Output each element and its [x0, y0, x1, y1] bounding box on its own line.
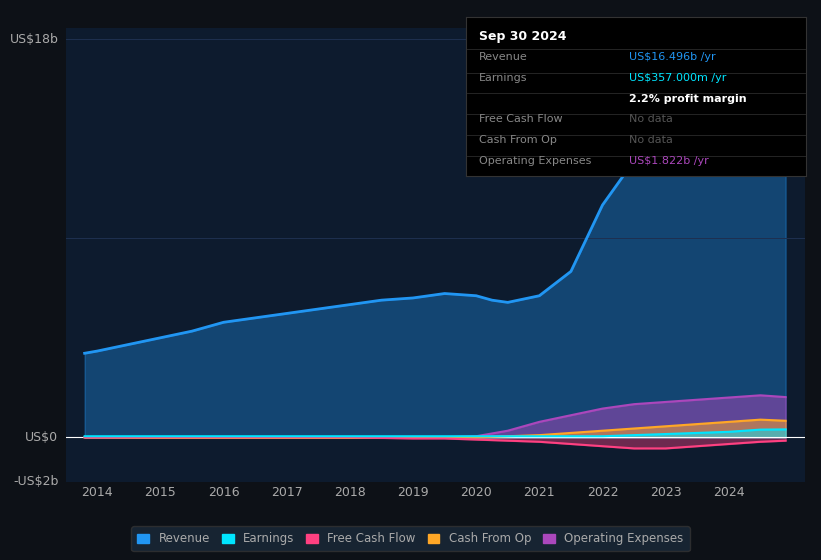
Legend: Revenue, Earnings, Free Cash Flow, Cash From Op, Operating Expenses: Revenue, Earnings, Free Cash Flow, Cash …: [131, 526, 690, 551]
Text: Earnings: Earnings: [479, 73, 528, 83]
Text: US$16.496b /yr: US$16.496b /yr: [629, 52, 716, 62]
Text: Cash From Op: Cash From Op: [479, 135, 557, 145]
Text: Operating Expenses: Operating Expenses: [479, 156, 591, 166]
Text: US$18b: US$18b: [9, 32, 58, 45]
Text: -US$2b: -US$2b: [13, 475, 58, 488]
Text: US$1.822b /yr: US$1.822b /yr: [629, 156, 709, 166]
Text: No data: No data: [629, 135, 673, 145]
Text: Free Cash Flow: Free Cash Flow: [479, 114, 562, 124]
Text: Sep 30 2024: Sep 30 2024: [479, 30, 566, 43]
Text: Revenue: Revenue: [479, 52, 528, 62]
Text: No data: No data: [629, 114, 673, 124]
Text: 2.2% profit margin: 2.2% profit margin: [629, 94, 746, 104]
Text: US$0: US$0: [25, 431, 58, 444]
Text: US$357.000m /yr: US$357.000m /yr: [629, 73, 727, 83]
